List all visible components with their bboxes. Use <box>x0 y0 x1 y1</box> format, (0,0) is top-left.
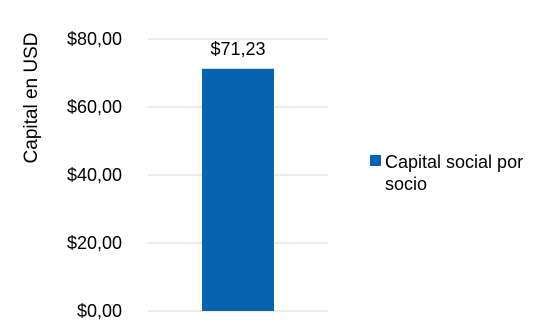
data-labels: $71,23 <box>210 39 265 59</box>
bars <box>202 68 274 312</box>
y-axis-title: Capital en USD <box>21 33 42 164</box>
bar-value-label: $71,23 <box>210 39 265 59</box>
y-tick-label: $40,00 <box>67 165 122 185</box>
bar[interactable] <box>202 68 274 312</box>
y-axis-tick-labels: $0,00 $20,00 $40,00 $60,00 $80,00 <box>67 29 122 320</box>
y-tick-label: $80,00 <box>67 29 122 49</box>
legend[interactable]: Capital social por socio <box>370 152 523 194</box>
legend-label: Capital social por socio <box>385 152 523 194</box>
y-tick-label: $0,00 <box>77 301 122 320</box>
legend-swatch <box>370 155 381 166</box>
y-tick-label: $60,00 <box>67 97 122 117</box>
y-tick-label: $20,00 <box>67 233 122 253</box>
